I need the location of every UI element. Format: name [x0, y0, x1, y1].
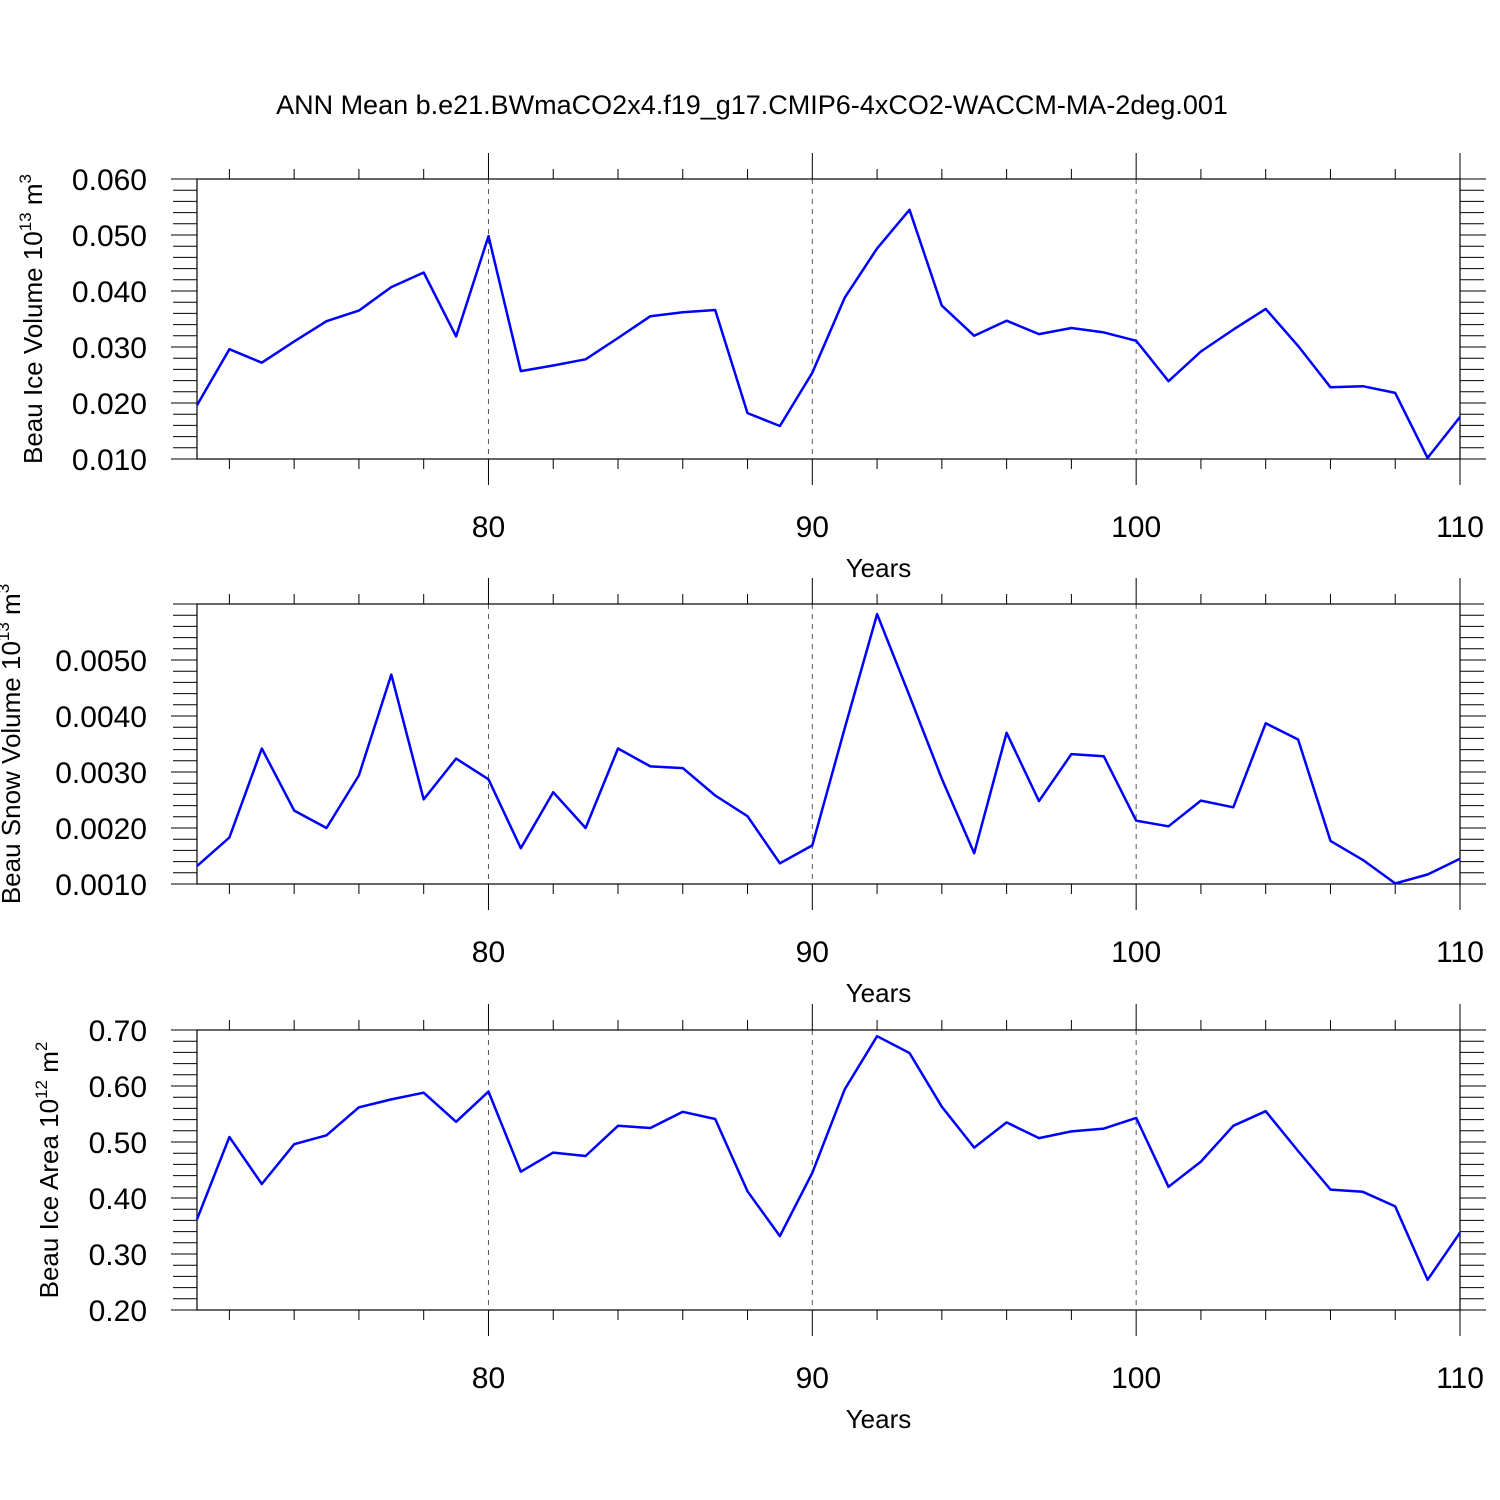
y-axis-title: Beau Ice Volume 1013 m3	[16, 174, 48, 464]
plot-frame	[196, 1029, 1461, 1311]
x-axis-title: Years	[846, 1404, 912, 1434]
x-tick-label: 100	[1111, 1362, 1161, 1395]
x-tick-label: 90	[796, 511, 829, 544]
series-line	[195, 1034, 1462, 1282]
x-tick-label: 110	[1436, 936, 1484, 969]
y-tick-label: 0.040	[72, 276, 147, 309]
y-tick-label: 0.20	[89, 1295, 147, 1328]
x-tick-label: 80	[472, 511, 505, 544]
y-tick-label: 0.050	[72, 220, 147, 253]
x-tick-label: 100	[1111, 511, 1161, 544]
x-tick-label: 90	[796, 1362, 829, 1395]
x-tick-label: 110	[1436, 1362, 1484, 1395]
x-tick-label: 80	[472, 1362, 505, 1395]
y-tick-label: 0.030	[72, 332, 147, 365]
y-tick-label: 0.50	[89, 1127, 147, 1160]
x-tick-label: 90	[796, 936, 829, 969]
panel-1: 80 90 100 110 Years 0.010 0.020 0.030 0.040 0.050…	[16, 153, 1486, 583]
y-axis-title: Beau Snow Volume 1013 m3	[0, 584, 26, 904]
y-tick-label: 0.60	[89, 1071, 147, 1104]
series-line	[196, 612, 1461, 885]
x-tick-label: 110	[1436, 511, 1484, 544]
y-tick-label: 0.0040	[55, 701, 147, 734]
plot-frame	[196, 178, 1461, 460]
x-axis-title: Years	[846, 553, 912, 583]
series-line	[195, 208, 1461, 460]
y-tick-label: 0.0020	[55, 813, 147, 846]
y-tick-label: 0.0050	[55, 645, 147, 678]
y-tick-label: 0.010	[72, 444, 147, 477]
x-tick-label: 80	[472, 936, 505, 969]
plot-frame	[196, 603, 1461, 885]
y-tick-label: 0.0030	[55, 757, 147, 790]
y-tick-label: 0.70	[89, 1015, 147, 1048]
y-tick-label: 0.060	[72, 164, 147, 197]
x-axis-title: Years	[846, 978, 912, 1008]
panel-2: 80 90 100 110 Years 0.0010 0.0020 0.0030 0.0040 0…	[0, 578, 1486, 1008]
y-tick-label: 0.30	[89, 1239, 147, 1272]
y-axis-title: Beau Ice Area 1012 m2	[32, 1042, 64, 1299]
y-tick-label: 0.020	[72, 388, 147, 421]
y-tick-label: 0.0010	[55, 869, 147, 902]
x-tick-label: 100	[1111, 936, 1161, 969]
panel-3: 80 90 100 110 Years 0.20 0.30 0.40 0.50 0.60 0.70 B…	[32, 1004, 1486, 1434]
figure-title: ANN Mean b.e21.BWmaCO2x4.f19_g17.CMIP6-4…	[276, 90, 1228, 120]
y-tick-label: 0.40	[89, 1183, 147, 1216]
